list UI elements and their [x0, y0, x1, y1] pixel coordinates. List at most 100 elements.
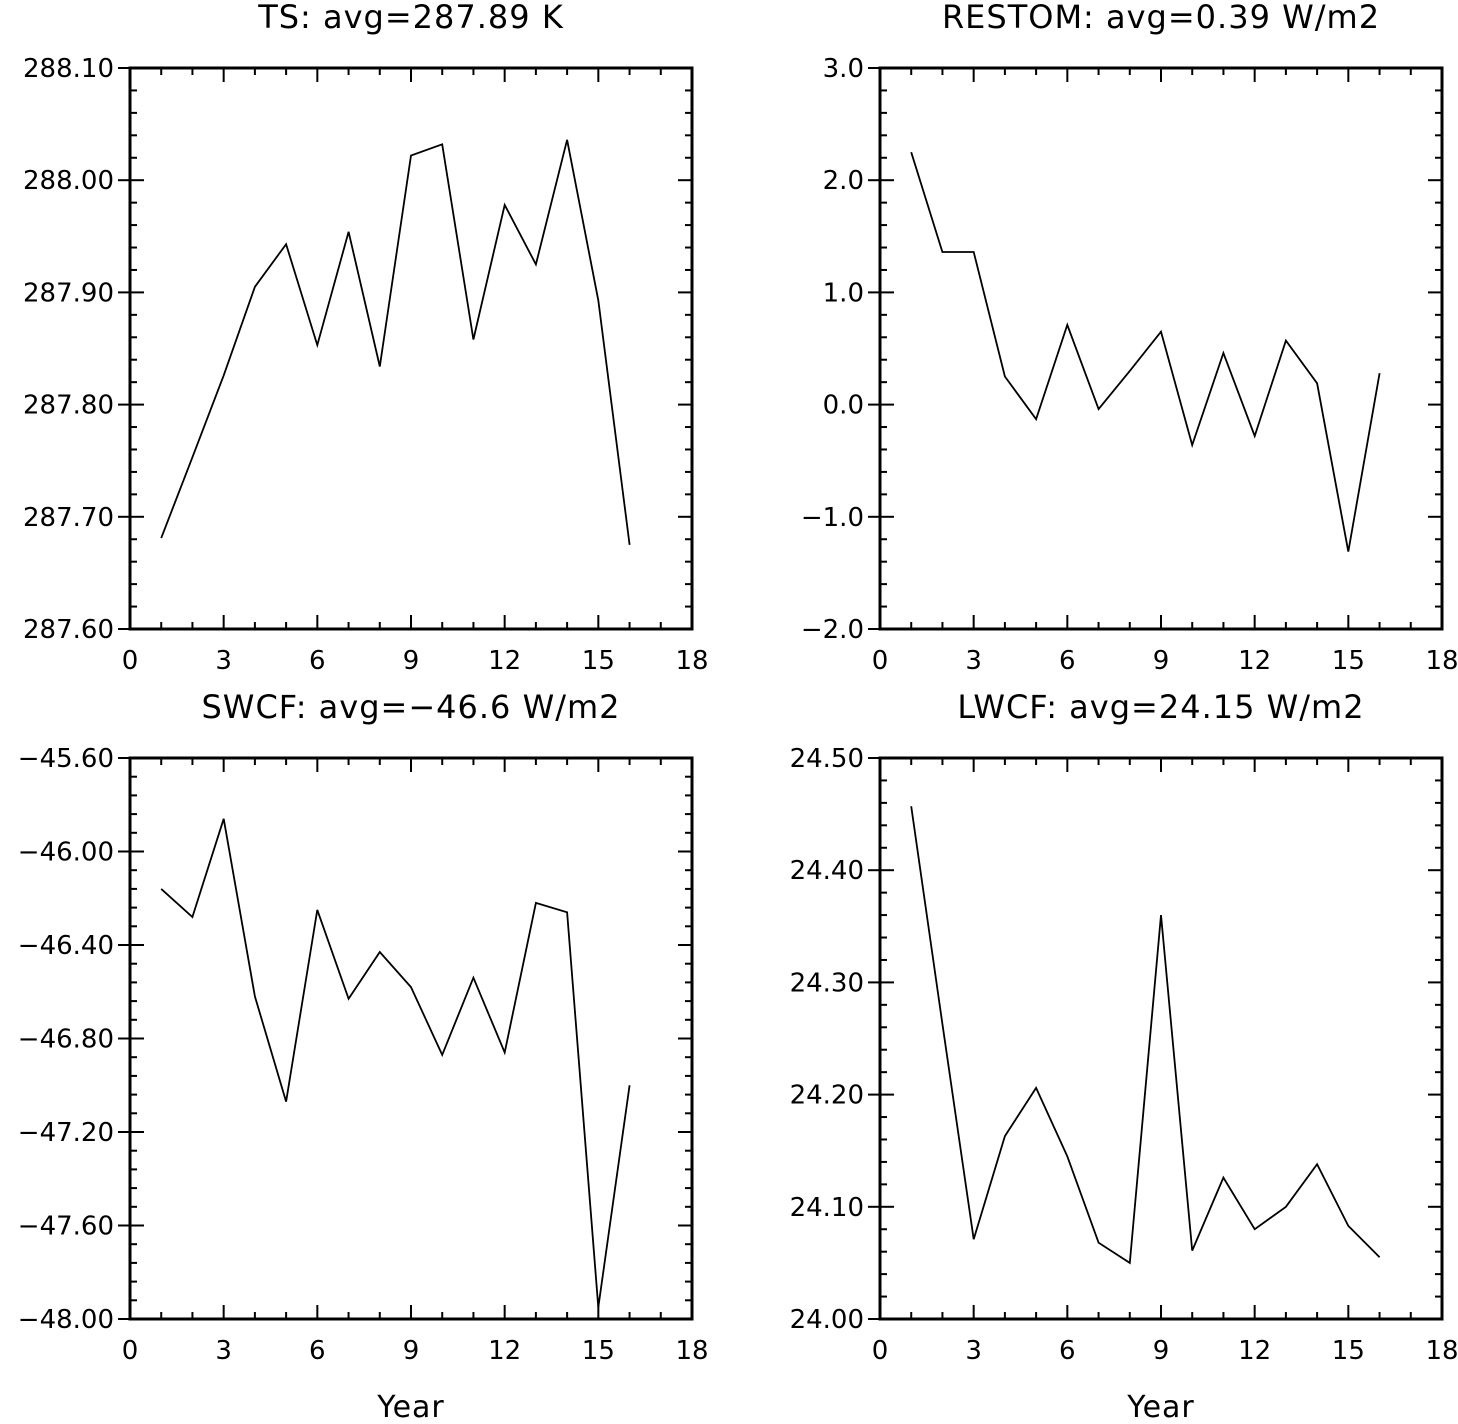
restom-data-point	[1065, 323, 1069, 327]
ts-y-tick-label: 288.10	[23, 54, 114, 84]
restom-data-point	[1253, 434, 1257, 438]
swcf-y-tick-label: −47.60	[18, 1212, 114, 1242]
lwcf-y-tick-label: 24.10	[790, 1193, 864, 1223]
restom-data-point	[1159, 330, 1163, 334]
swcf-data-point	[284, 1100, 288, 1104]
ts-data-point	[378, 364, 382, 368]
lwcf-y-tick-label: 24.30	[790, 968, 864, 998]
restom-data-point	[940, 250, 944, 254]
restom-data-point	[1190, 443, 1194, 447]
lwcf-x-tick-label: 0	[872, 1336, 889, 1366]
lwcf-x-tick-label: 15	[1332, 1336, 1365, 1366]
ts-x-tick-label: 18	[675, 646, 708, 676]
ts-x-tick-label: 0	[122, 646, 139, 676]
lwcf-x-tick-label: 9	[1153, 1336, 1170, 1366]
ts-y-tick-label: 287.60	[23, 615, 114, 645]
restom-data-point	[909, 150, 913, 154]
lwcf-data-point	[1190, 1249, 1194, 1253]
lwcf-x-tick-label: 6	[1059, 1336, 1076, 1366]
ts-data-point	[534, 262, 538, 266]
swcf-data-point	[565, 910, 569, 914]
restom-panel: 0 3 6 9 12 15 18 −2.0 −1.0 0.0 1.0 2.0 3.0 RESTOM: av…	[801, 0, 1458, 676]
lwcf-y-tick-label: 24.20	[790, 1081, 864, 1111]
swcf-data-point	[315, 908, 319, 912]
lwcf-data-point	[972, 1237, 976, 1241]
swcf-data-point	[222, 817, 226, 821]
lwcf-data-point	[1253, 1227, 1257, 1231]
restom-data-point	[1221, 351, 1225, 355]
ts-x-tick-label: 15	[582, 646, 615, 676]
lwcf-y-tick-label: 24.50	[790, 744, 864, 774]
lwcf-data-point	[1159, 913, 1163, 917]
swcf-x-tick-label: 18	[675, 1336, 708, 1366]
restom-series-line	[910, 151, 1381, 552]
lwcf-data-point	[940, 1022, 944, 1026]
restom-plot-frame	[878, 66, 1444, 631]
ts-y-tick-label: 287.80	[23, 391, 114, 421]
ts-data-point	[222, 373, 226, 377]
lwcf-data-point	[1097, 1241, 1101, 1245]
restom-y-tick-label: 3.0	[823, 54, 864, 84]
swcf-data-point	[440, 1053, 444, 1057]
ts-x-tick-label: 3	[215, 646, 232, 676]
ts-data-point	[409, 154, 413, 158]
swcf-data-point	[503, 1051, 507, 1055]
restom-y-tick-label: 2.0	[823, 166, 864, 196]
lwcf-x-axis-label: Year	[1126, 1390, 1195, 1419]
lwcf-data-point	[1378, 1255, 1382, 1259]
swcf-x-tick-label: 12	[488, 1336, 521, 1366]
swcf-x-axis-label: Year	[376, 1390, 445, 1419]
ts-y-tick-label: 288.00	[23, 166, 114, 196]
swcf-data-point	[253, 994, 257, 998]
lwcf-series-line	[910, 806, 1381, 1265]
swcf-y-tick-label: −47.20	[18, 1118, 114, 1148]
ts-data-point	[565, 138, 569, 142]
restom-x-tick-label: 12	[1238, 646, 1271, 676]
swcf-data-point	[190, 915, 194, 919]
ts-data-point	[190, 455, 194, 459]
swcf-x-tick-label: 15	[582, 1336, 615, 1366]
ts-data-point	[628, 543, 632, 547]
lwcf-data-point	[1315, 1162, 1319, 1166]
ts-data-point	[253, 285, 257, 289]
lwcf-panel: 0 3 6 9 12 15 18 24.00 24.10 24.20 24.30 24.40 24.50…	[790, 688, 1458, 1424]
ts-x-tick-label: 9	[403, 646, 420, 676]
swcf-data-point	[347, 997, 351, 1001]
ts-plot-frame	[128, 66, 694, 631]
restom-y-tick-label: 1.0	[823, 278, 864, 308]
restom-data-point	[1097, 407, 1101, 411]
restom-y-tick-label: −2.0	[801, 615, 864, 645]
restom-data-point	[1315, 381, 1319, 385]
swcf-data-point	[159, 887, 163, 891]
ts-data-point	[471, 338, 475, 342]
lwcf-x-tick-label: 18	[1425, 1336, 1458, 1366]
restom-x-tick-label: 3	[965, 646, 982, 676]
swcf-panel: 0 3 6 9 12 15 18 −48.00 −47.60 −47.20 −46.80 −46.40…	[18, 688, 709, 1424]
lwcf-data-point	[1346, 1224, 1350, 1228]
swcf-y-tick-label: −45.60	[18, 744, 114, 774]
restom-x-tick-label: 6	[1059, 646, 1076, 676]
lwcf-y-tick-label: 24.40	[790, 856, 864, 886]
restom-x-tick-label: 0	[872, 646, 889, 676]
restom-data-point	[1284, 339, 1288, 343]
ts-x-tick-label: 6	[309, 646, 326, 676]
lwcf-data-point	[1003, 1134, 1007, 1138]
restom-data-point	[1346, 550, 1350, 554]
restom-x-tick-label: 18	[1425, 646, 1458, 676]
ts-x-tick-label: 12	[488, 646, 521, 676]
ts-y-tick-label: 287.70	[23, 503, 114, 533]
lwcf-x-tick-label: 3	[965, 1336, 982, 1366]
ts-data-point	[440, 142, 444, 146]
ts-data-point	[284, 242, 288, 246]
restom-x-tick-label: 9	[1153, 646, 1170, 676]
swcf-y-tick-label: −46.80	[18, 1025, 114, 1055]
restom-data-point	[1034, 417, 1038, 421]
swcf-series-line	[160, 818, 631, 1308]
ts-y-tick-label: 287.90	[23, 278, 114, 308]
swcf-x-tick-label: 3	[215, 1336, 232, 1366]
lwcf-data-point	[909, 804, 913, 808]
ts-data-point	[159, 536, 163, 540]
swcf-data-point	[378, 950, 382, 954]
lwcf-data-point	[1034, 1086, 1038, 1090]
